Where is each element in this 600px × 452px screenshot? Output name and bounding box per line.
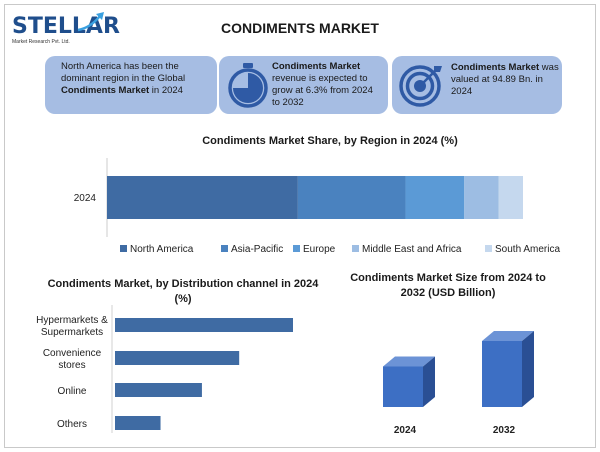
- card-text-pre: North America has been the dominant regi…: [61, 61, 186, 84]
- size-chart-title: Condiments Market Size from 2024 to 2032…: [350, 272, 546, 299]
- infographic-frame: [4, 4, 596, 448]
- category-label: Hypermarkets &: [36, 315, 108, 326]
- page-title: CONDIMENTS MARKET: [221, 20, 379, 36]
- region-chart-title: Condiments Market Share, by Region in 20…: [202, 135, 458, 147]
- stat-card-value: Condiments Market was valued at 94.89 Bn…: [392, 56, 562, 114]
- bar: [115, 383, 202, 397]
- bar-segment: [405, 176, 465, 219]
- category-label: 2032: [493, 425, 516, 436]
- category-label: Online: [58, 386, 87, 397]
- category-label: Convenience: [43, 348, 102, 359]
- legend-swatch: [221, 245, 228, 252]
- logo-arrow-icon: [77, 12, 104, 32]
- card-text-bold: Condiments Market: [272, 61, 361, 72]
- channel-chart-title: Condiments Market, by Distribution chann…: [47, 278, 319, 305]
- region-share-chart: 2024 North America Asia-Pacific Europe Middl…: [74, 158, 560, 255]
- legend-label: North America: [130, 244, 194, 255]
- bar-top: [482, 331, 534, 341]
- category-label: Others: [57, 419, 87, 430]
- category-label: 2024: [74, 193, 97, 204]
- stellar-logo: STELLAR Market Research Pvt. Ltd.: [12, 12, 120, 48]
- legend-label: Asia-Pacific: [231, 244, 283, 255]
- card-text-bold: Condiments Market: [451, 62, 540, 73]
- logo-subtext: Market Research Pvt. Ltd.: [12, 39, 70, 45]
- distribution-channel-chart: Hypermarkets &Supermarkets Conveniencesto…: [36, 305, 293, 433]
- card-text-post: in 2024: [149, 85, 183, 96]
- legend-swatch: [293, 245, 300, 252]
- bar-segment: [107, 176, 298, 219]
- bar-front: [383, 366, 423, 407]
- category-label: stores: [58, 360, 85, 371]
- stat-card-region: North America has been the dominant regi…: [45, 56, 217, 114]
- bar-segment: [464, 176, 499, 219]
- market-size-chart: 2024 2032: [383, 331, 534, 436]
- bar: [115, 351, 240, 365]
- legend-label: Europe: [303, 244, 336, 255]
- bar-top: [383, 356, 435, 367]
- card-text-post: was valued at 94.89 Bn. in 2024: [451, 62, 559, 97]
- bar-side: [522, 331, 534, 407]
- legend-swatch: [120, 245, 127, 252]
- category-label: Supermarkets: [41, 327, 103, 338]
- target-icon: [399, 65, 442, 107]
- bar-side: [423, 356, 435, 407]
- bar: [115, 318, 293, 332]
- stopwatch-icon: [228, 63, 268, 108]
- legend-swatch: [352, 245, 359, 252]
- bar-segment: [297, 176, 406, 219]
- stat-card-growth: Condiments Market revenue is expected to…: [219, 56, 388, 114]
- category-label: 2024: [394, 425, 417, 436]
- card-text-post: revenue is expected to grow at 6.3% from…: [272, 73, 373, 108]
- legend-label: South America: [495, 244, 560, 255]
- card-text-bold: Condiments Market: [61, 85, 150, 96]
- bar-front: [482, 341, 522, 407]
- bar-segment: [498, 176, 523, 219]
- legend-swatch: [485, 245, 492, 252]
- legend-label: Middle East and Africa: [362, 244, 462, 255]
- bar: [115, 416, 161, 430]
